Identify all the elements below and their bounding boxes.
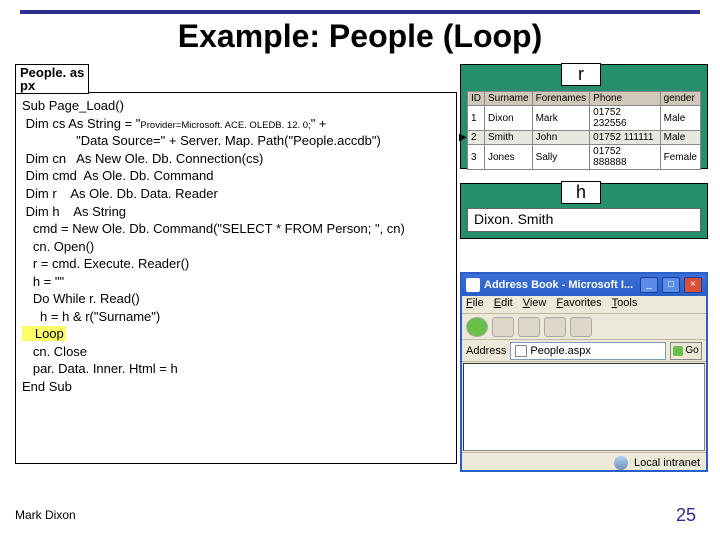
- home-button[interactable]: [570, 317, 592, 337]
- code-l1: Sub Page_Load(): [22, 98, 124, 113]
- code-l3: "Data Source=" + Server. Map. Path("Peop…: [22, 133, 381, 148]
- code-l15: cn. Close: [22, 344, 87, 359]
- go-arrow-icon: [673, 346, 683, 356]
- r-box: r IDSurnameForenamesPhonegender 1DixonMa…: [460, 64, 708, 169]
- toolbar: [462, 314, 706, 340]
- status-text: Local intranet: [634, 457, 700, 469]
- code-l10: r = cmd. Execute. Reader(): [22, 256, 189, 271]
- r-table-header: Forenames: [532, 92, 590, 106]
- browser-title: Address Book - Microsoft I...: [484, 279, 636, 291]
- statusbar: Local intranet: [462, 452, 706, 472]
- code-l2c: " +: [311, 116, 327, 131]
- close-button[interactable]: ×: [684, 277, 702, 293]
- menu-item[interactable]: File: [466, 297, 484, 312]
- table-row: 1DixonMark01752 232556Male: [468, 106, 701, 131]
- code-l12: Do While r. Read(): [22, 291, 140, 306]
- address-label: Address: [466, 345, 506, 357]
- browser-window: Address Book - Microsoft I... _ □ × File…: [460, 272, 708, 472]
- code-l14: Loop: [22, 326, 66, 341]
- browser-titlebar: Address Book - Microsoft I... _ □ ×: [462, 274, 706, 296]
- browser-content: [463, 363, 705, 451]
- menubar: File Edit View Favorites Tools: [462, 296, 706, 314]
- r-table-header: Surname: [485, 92, 533, 106]
- code-l7: Dim h As String: [22, 204, 126, 219]
- address-value: People.aspx: [530, 343, 591, 359]
- code-l2b: Provider=Microsoft. ACE. OLEDB. 12. 0;: [140, 120, 310, 131]
- zone-icon: [614, 456, 628, 470]
- r-table-header: ID: [468, 92, 485, 106]
- code-l4: Dim cn As New Ole. Db. Connection(cs): [22, 151, 263, 166]
- h-label: h: [561, 181, 601, 204]
- footer-author: Mark Dixon: [15, 508, 76, 522]
- minimize-button[interactable]: _: [640, 277, 658, 293]
- menu-item[interactable]: Favorites: [556, 297, 601, 312]
- h-box: h Dixon. Smith: [460, 183, 708, 239]
- code-l11: h = "": [22, 274, 64, 289]
- maximize-button[interactable]: □: [662, 277, 680, 293]
- top-rule: [20, 10, 700, 14]
- back-button[interactable]: [466, 317, 488, 337]
- menu-item[interactable]: Tools: [612, 297, 638, 312]
- refresh-button[interactable]: [544, 317, 566, 337]
- r-table-header: gender: [660, 92, 700, 106]
- r-label: r: [561, 63, 601, 86]
- address-input[interactable]: People.aspx: [510, 342, 666, 360]
- code-l13: h = h & r("Surname"): [22, 309, 160, 324]
- page-icon: [515, 345, 527, 357]
- footer-page: 25: [676, 505, 696, 526]
- slide-title: Example: People (Loop): [0, 18, 720, 55]
- table-row: 3JonesSally01752 888888Female: [468, 145, 701, 170]
- code-l2a: Dim cs As String = ": [22, 116, 140, 131]
- r-table-header: Phone: [590, 92, 660, 106]
- go-button[interactable]: Go: [670, 342, 702, 360]
- code-l17: End Sub: [22, 379, 72, 394]
- file-label: People. as px: [15, 64, 89, 94]
- code-l9: cn. Open(): [22, 239, 94, 254]
- stop-button[interactable]: [518, 317, 540, 337]
- forward-button[interactable]: [492, 317, 514, 337]
- table-row: ▶2SmithJohn01752 111111Male: [468, 131, 701, 145]
- code-l8: cmd = New Ole. Db. Command("SELECT * FRO…: [22, 221, 405, 236]
- code-l5: Dim cmd As Ole. Db. Command: [22, 168, 213, 183]
- ie-icon: [466, 278, 480, 292]
- address-bar: Address People.aspx Go: [462, 340, 706, 362]
- code-l6: Dim r As Ole. Db. Data. Reader: [22, 186, 218, 201]
- code-l16: par. Data. Inner. Html = h: [22, 361, 178, 376]
- code-box: Sub Page_Load() Dim cs As String = "Prov…: [15, 92, 457, 464]
- menu-item[interactable]: View: [523, 297, 547, 312]
- r-table: IDSurnameForenamesPhonegender 1DixonMark…: [467, 91, 701, 170]
- h-value: Dixon. Smith: [467, 208, 701, 232]
- menu-item[interactable]: Edit: [494, 297, 513, 312]
